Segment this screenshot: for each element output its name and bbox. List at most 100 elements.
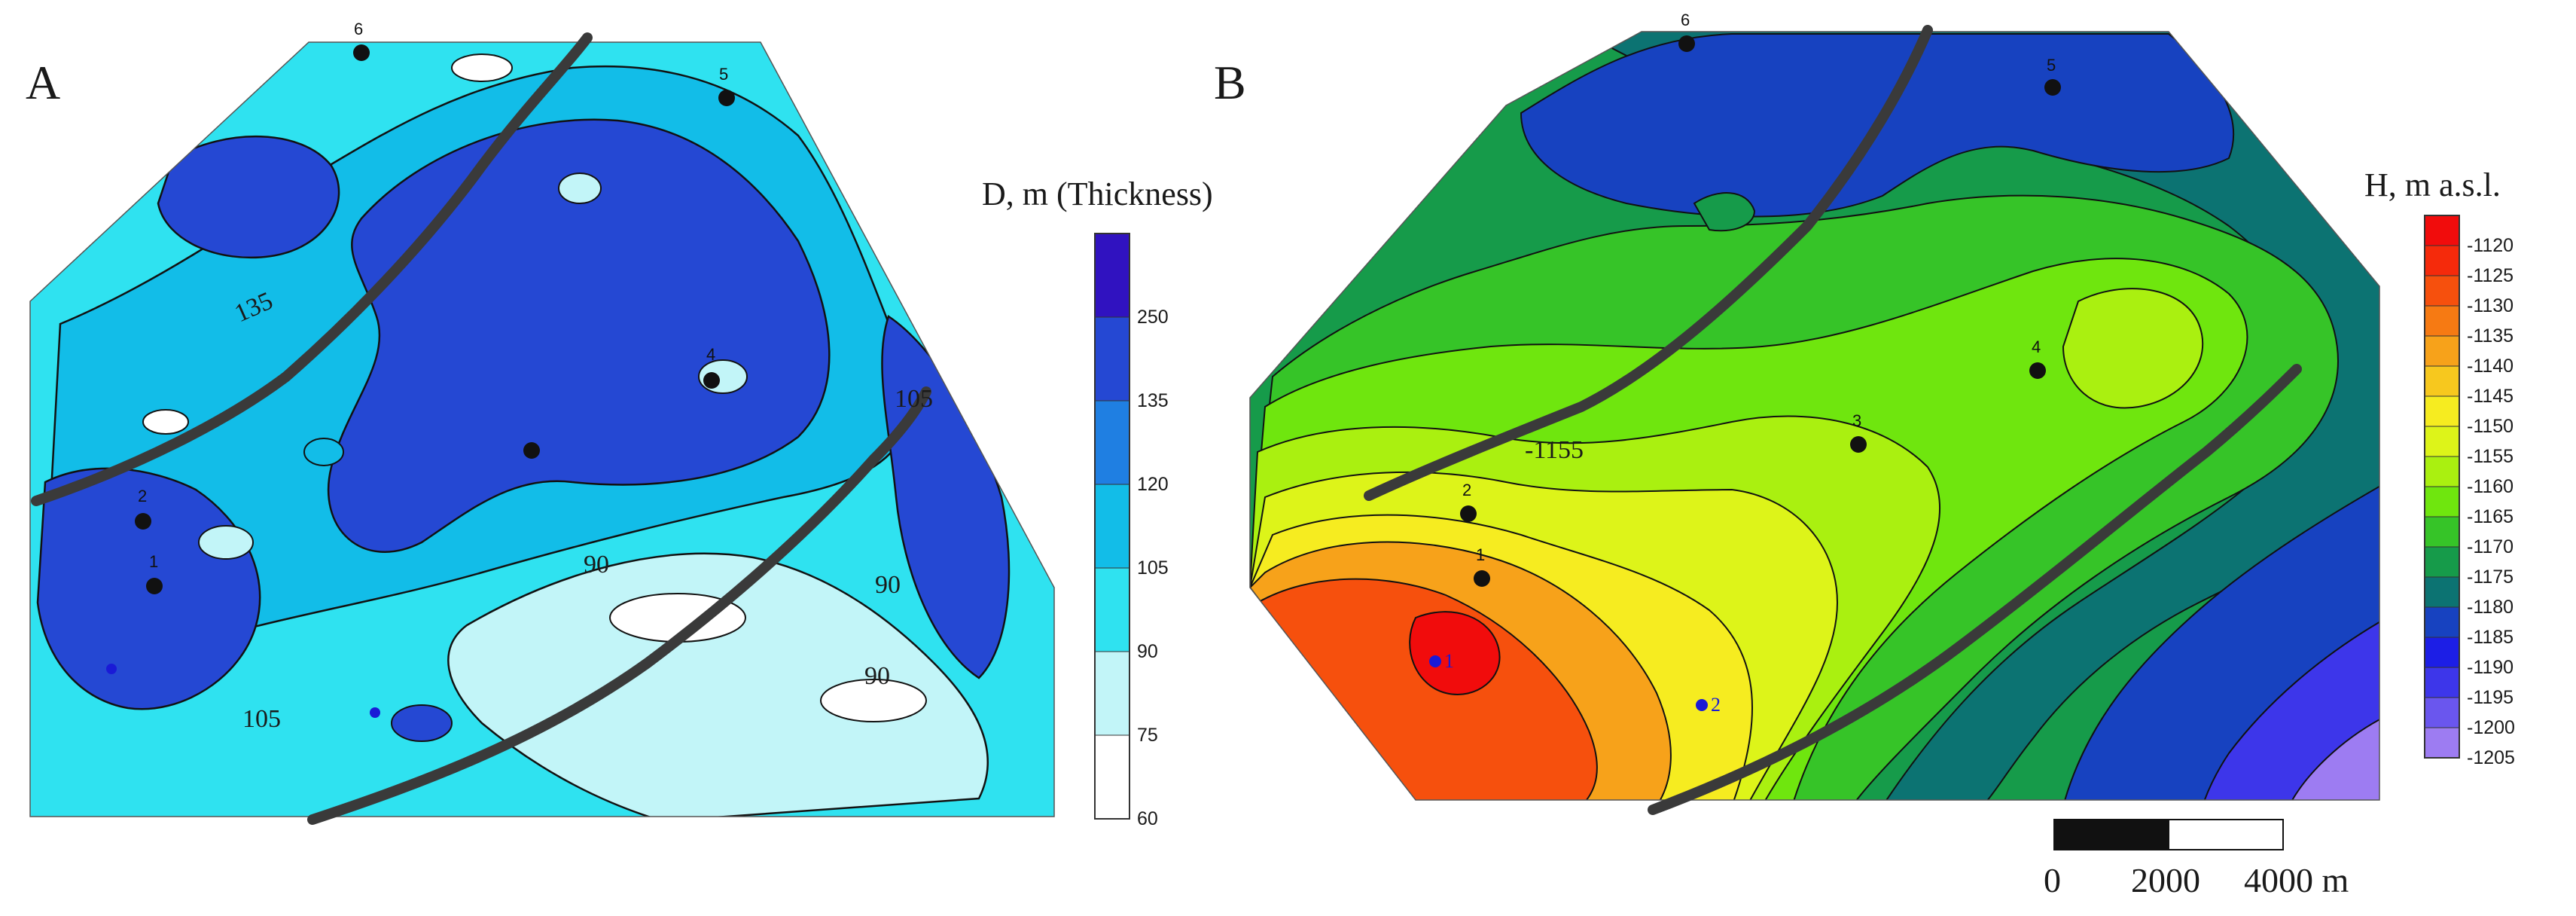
well-label: 2 [138, 487, 147, 505]
well-marker [2029, 362, 2046, 379]
legend-swatch [2424, 697, 2460, 728]
well-marker [146, 578, 163, 594]
well-marker [523, 442, 540, 459]
well-marker-blue [106, 664, 117, 674]
legend-swatch [2424, 426, 2460, 457]
thickness-map [30, 42, 1054, 817]
legend-swatch [2424, 606, 2460, 638]
legend-swatch [2424, 727, 2460, 759]
legend-swatch [1094, 484, 1130, 569]
well-label-blue: 1 [1444, 650, 1454, 672]
well-label: 3 [1852, 411, 1861, 430]
scale-label-2000: 2000 [2131, 861, 2200, 899]
legend-swatch [2424, 546, 2460, 578]
well-marker [2044, 79, 2061, 96]
well-marker [1678, 35, 1695, 52]
structure-fill-1205-zone [2288, 714, 2379, 800]
contour-label: 90 [864, 662, 890, 690]
thickness-fill-60-patch [820, 679, 927, 722]
contour-label: 90 [875, 571, 901, 599]
scale-bar-white-segment [2168, 819, 2284, 850]
legend-tick-label: -1165 [2467, 506, 2514, 527]
legend-tick-label: -1205 [2467, 747, 2515, 768]
well-label: 4 [706, 345, 715, 364]
well-label: 5 [2047, 56, 2056, 75]
legend-swatch [2424, 486, 2460, 518]
legend-tick-label: -1170 [2467, 536, 2514, 557]
legend-tick-label: 75 [1137, 725, 1158, 746]
well-label: 6 [1681, 11, 1690, 29]
well-marker-blue [370, 707, 380, 718]
well-marker [718, 90, 735, 106]
scale-bar [2053, 819, 2284, 850]
legend-tick-label: -1175 [2467, 566, 2514, 588]
legend-swatch [1094, 734, 1130, 820]
legend-swatch [2424, 275, 2460, 307]
legend-tick-label: -1155 [2467, 446, 2514, 467]
structure-fill-1175-patch [1693, 192, 1756, 232]
legend-tick-label: -1195 [2467, 687, 2514, 708]
scale-label-0: 0 [2044, 861, 2061, 899]
structure-fill-1160-patch [2062, 288, 2204, 409]
well-label: 2 [1462, 481, 1471, 499]
legend-tick-label: -1150 [2467, 416, 2514, 437]
contour-label: -1155 [1525, 436, 1584, 464]
legend-swatch [1094, 567, 1130, 652]
legend-tick-label: -1120 [2467, 235, 2514, 256]
well-marker-blue [1429, 655, 1441, 667]
structure-map-boundary [1249, 31, 2380, 801]
well-marker [353, 44, 370, 61]
contour-label: 105 [895, 385, 933, 413]
legend-tick-label: -1135 [2467, 325, 2514, 347]
legend-swatch [1094, 400, 1130, 485]
structure-fill-1130-zone [1250, 578, 1598, 800]
legend-tick-label: -1125 [2467, 265, 2514, 286]
legend-frame [2424, 215, 2460, 759]
legend-tick-label: 120 [1137, 474, 1169, 495]
well-label: 6 [354, 20, 363, 38]
panel-a-letter: A [26, 56, 61, 109]
thickness-legend-title: D, m (Thickness) [982, 176, 1213, 212]
thickness-fill-75-patch [558, 173, 602, 204]
well-marker [135, 513, 151, 530]
thickness-legend [1094, 233, 1130, 820]
thickness-fill-135-northwest [157, 136, 340, 259]
thickness-fill-75-patch [198, 525, 254, 560]
fault-line [1364, 25, 1933, 501]
elevation-legend [2424, 215, 2460, 759]
well-marker-blue [1696, 699, 1708, 711]
legend-tick-label: -1160 [2467, 476, 2514, 497]
well-label: 4 [2032, 337, 2041, 356]
structure-map [1250, 32, 2379, 800]
fault-line [307, 386, 931, 825]
legend-swatch [2424, 305, 2460, 337]
legend-tick-label: -1145 [2467, 386, 2514, 407]
well-marker [1474, 570, 1490, 587]
legend-swatch [2424, 456, 2460, 487]
legend-swatch [1094, 651, 1130, 736]
legend-tick-label: -1130 [2467, 295, 2514, 316]
elevation-legend-title: H, m a.s.l. [2364, 166, 2501, 203]
fault-line [1648, 364, 2302, 815]
thickness-map-boundary [29, 41, 1055, 817]
legend-swatch [1094, 233, 1130, 318]
thickness-fill-135-patch [391, 704, 453, 742]
legend-swatch [2424, 215, 2460, 246]
legend-tick-label: 250 [1137, 307, 1169, 328]
well-marker [1850, 436, 1867, 453]
legend-tick-label: 60 [1137, 808, 1158, 829]
scale-label-4000: 4000 m [2244, 861, 2349, 899]
legend-swatch [2424, 395, 2460, 427]
panel-b-letter: B [1214, 56, 1246, 109]
well-label: 1 [1476, 545, 1485, 564]
well-label-blue: 2 [1711, 694, 1721, 716]
thickness-fill-75-zone [447, 552, 989, 817]
legend-swatch [2424, 667, 2460, 698]
legend-tick-label: -1185 [2467, 627, 2514, 648]
legend-swatch [2424, 365, 2460, 397]
fault-line [31, 32, 593, 506]
legend-tick-label: -1200 [2467, 717, 2515, 738]
legend-swatch [2424, 576, 2460, 608]
well-marker [1460, 505, 1477, 522]
